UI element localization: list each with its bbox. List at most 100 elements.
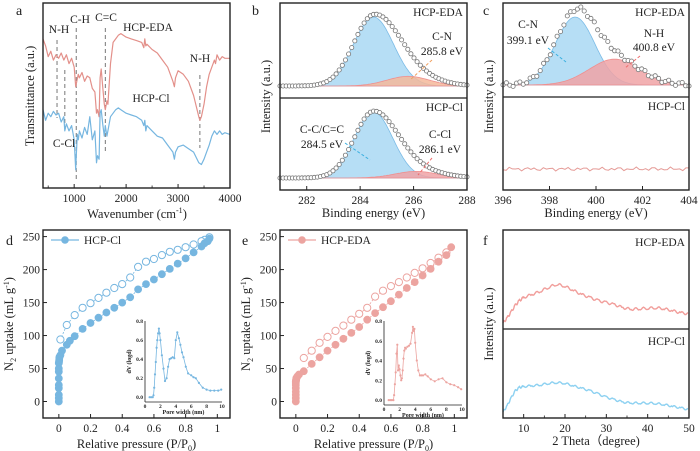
adsorption-point — [102, 308, 111, 317]
y-tick-label: 150 — [260, 298, 278, 310]
raw-data-point — [581, 8, 587, 14]
inset-psd-point — [437, 378, 440, 381]
raw-data-point — [561, 22, 567, 28]
raw-data-point — [358, 25, 364, 31]
inset-psd-point — [445, 381, 448, 384]
desorption-point — [410, 268, 419, 277]
inset-psd-point — [453, 384, 456, 387]
inset-y-tick-label: 0.4 — [375, 359, 382, 365]
adsorption-point — [86, 319, 95, 327]
inset-psd-point — [400, 377, 403, 380]
inset-psd-point — [179, 343, 182, 346]
raw-data-point — [336, 161, 342, 167]
x-tick-label: 0.6 — [384, 423, 399, 435]
inset-psd-point — [412, 329, 415, 332]
inset-psd-point — [174, 339, 177, 342]
raw-data-point — [336, 67, 342, 73]
raw-data-point — [503, 80, 509, 86]
annotation-arrow-c-c — [344, 142, 371, 161]
adsorption-point — [181, 254, 190, 263]
raw-data-point — [352, 38, 358, 44]
annotation-c-h: C-H — [70, 14, 90, 26]
subplot-label-hcp-eda: HCP-EDA — [635, 237, 686, 249]
raw-data-point — [361, 20, 367, 26]
inset-psd-point — [148, 396, 151, 399]
annotation-n-h: N-H — [644, 28, 664, 40]
y-tick-label: 150 — [23, 298, 41, 310]
inset-psd-point — [156, 339, 159, 342]
inset-x-tick-label: 8 — [445, 407, 448, 413]
y-tick-label: 0 — [34, 397, 40, 409]
panel-label-f: f — [483, 234, 488, 249]
raw-data-point — [618, 52, 624, 58]
inset-psd-point — [153, 386, 156, 389]
x-tick-label: 286 — [405, 195, 423, 207]
y-tick-label: 200 — [23, 265, 41, 277]
desorption-point — [56, 335, 65, 344]
raw-data-point — [346, 51, 352, 57]
x-tick-label: 1 — [214, 423, 220, 435]
annotation-c-n: C-N — [518, 19, 539, 31]
inset-psd-point — [393, 394, 396, 397]
legend-label: HCP-EDA — [321, 235, 372, 247]
raw-data-point — [380, 112, 386, 118]
inset-psd-point — [395, 352, 398, 355]
inset-psd-point — [400, 379, 403, 382]
raw-data-point — [392, 127, 398, 133]
panel-f-xrd: HCP-EDA HCP-Cl 10 20 30 40 50 Intensity (a.u.) 2… — [482, 229, 695, 448]
annotation-n-h-low: N-H — [49, 24, 69, 36]
inset-x-tick-label: 4 — [174, 404, 177, 410]
desorption-point — [402, 273, 411, 282]
raw-data-point — [554, 33, 560, 39]
inset-psd-point — [407, 344, 411, 347]
raw-data-point — [602, 34, 608, 40]
raw-data-point — [408, 51, 414, 57]
fit-peak-n-h — [503, 58, 690, 86]
plot-frame — [502, 229, 690, 419]
y-axis-label: Transmittance (a.u.) — [23, 46, 37, 147]
raw-data-point — [571, 9, 577, 15]
inset-psd-point — [182, 356, 185, 359]
raw-data-point — [349, 45, 355, 51]
y-tick-label: 250 — [23, 232, 41, 244]
desorption-point — [110, 283, 119, 293]
raw-data-point — [395, 132, 401, 138]
inset-psd-point — [154, 360, 157, 364]
desorption-point — [371, 292, 380, 301]
x-tick-label: 0.8 — [178, 423, 193, 435]
adsorption-point — [189, 248, 198, 257]
inset-psd-point — [397, 364, 400, 367]
desorption-point — [134, 262, 143, 271]
x-axis-label: Binding energy (eV) — [322, 206, 425, 220]
inset-psd-point — [396, 369, 400, 372]
adsorption-point — [110, 303, 119, 312]
desorption-point — [386, 282, 395, 291]
inset-psd-point — [413, 327, 416, 330]
inset-psd-point — [392, 399, 395, 402]
raw-data-point — [399, 37, 405, 43]
annotation-n-h-high: N-H — [190, 53, 210, 65]
desorption-point — [173, 245, 182, 254]
raw-data-point — [564, 13, 570, 19]
raw-data-point — [605, 39, 611, 45]
inset-y-tick-label: 0.6 — [375, 339, 382, 345]
raw-data-point — [411, 152, 417, 158]
inset-background — [384, 321, 462, 405]
raw-data-point — [339, 62, 345, 68]
inset-psd-point — [157, 327, 160, 330]
desorption-point — [149, 254, 158, 264]
raw-data-point — [666, 77, 672, 83]
panel-label-d: d — [6, 234, 13, 249]
raw-data-point — [333, 71, 339, 77]
inset-psd-point — [158, 332, 161, 335]
raw-data-point — [517, 79, 523, 85]
inset-psd-point — [187, 372, 190, 375]
x-tick-label: 404 — [680, 195, 698, 207]
raw-data-point — [414, 59, 420, 65]
y-tick-label: 100 — [23, 331, 41, 343]
y-axis-label: Intensity (a.u.) — [259, 60, 273, 133]
raw-data-point — [551, 42, 557, 48]
